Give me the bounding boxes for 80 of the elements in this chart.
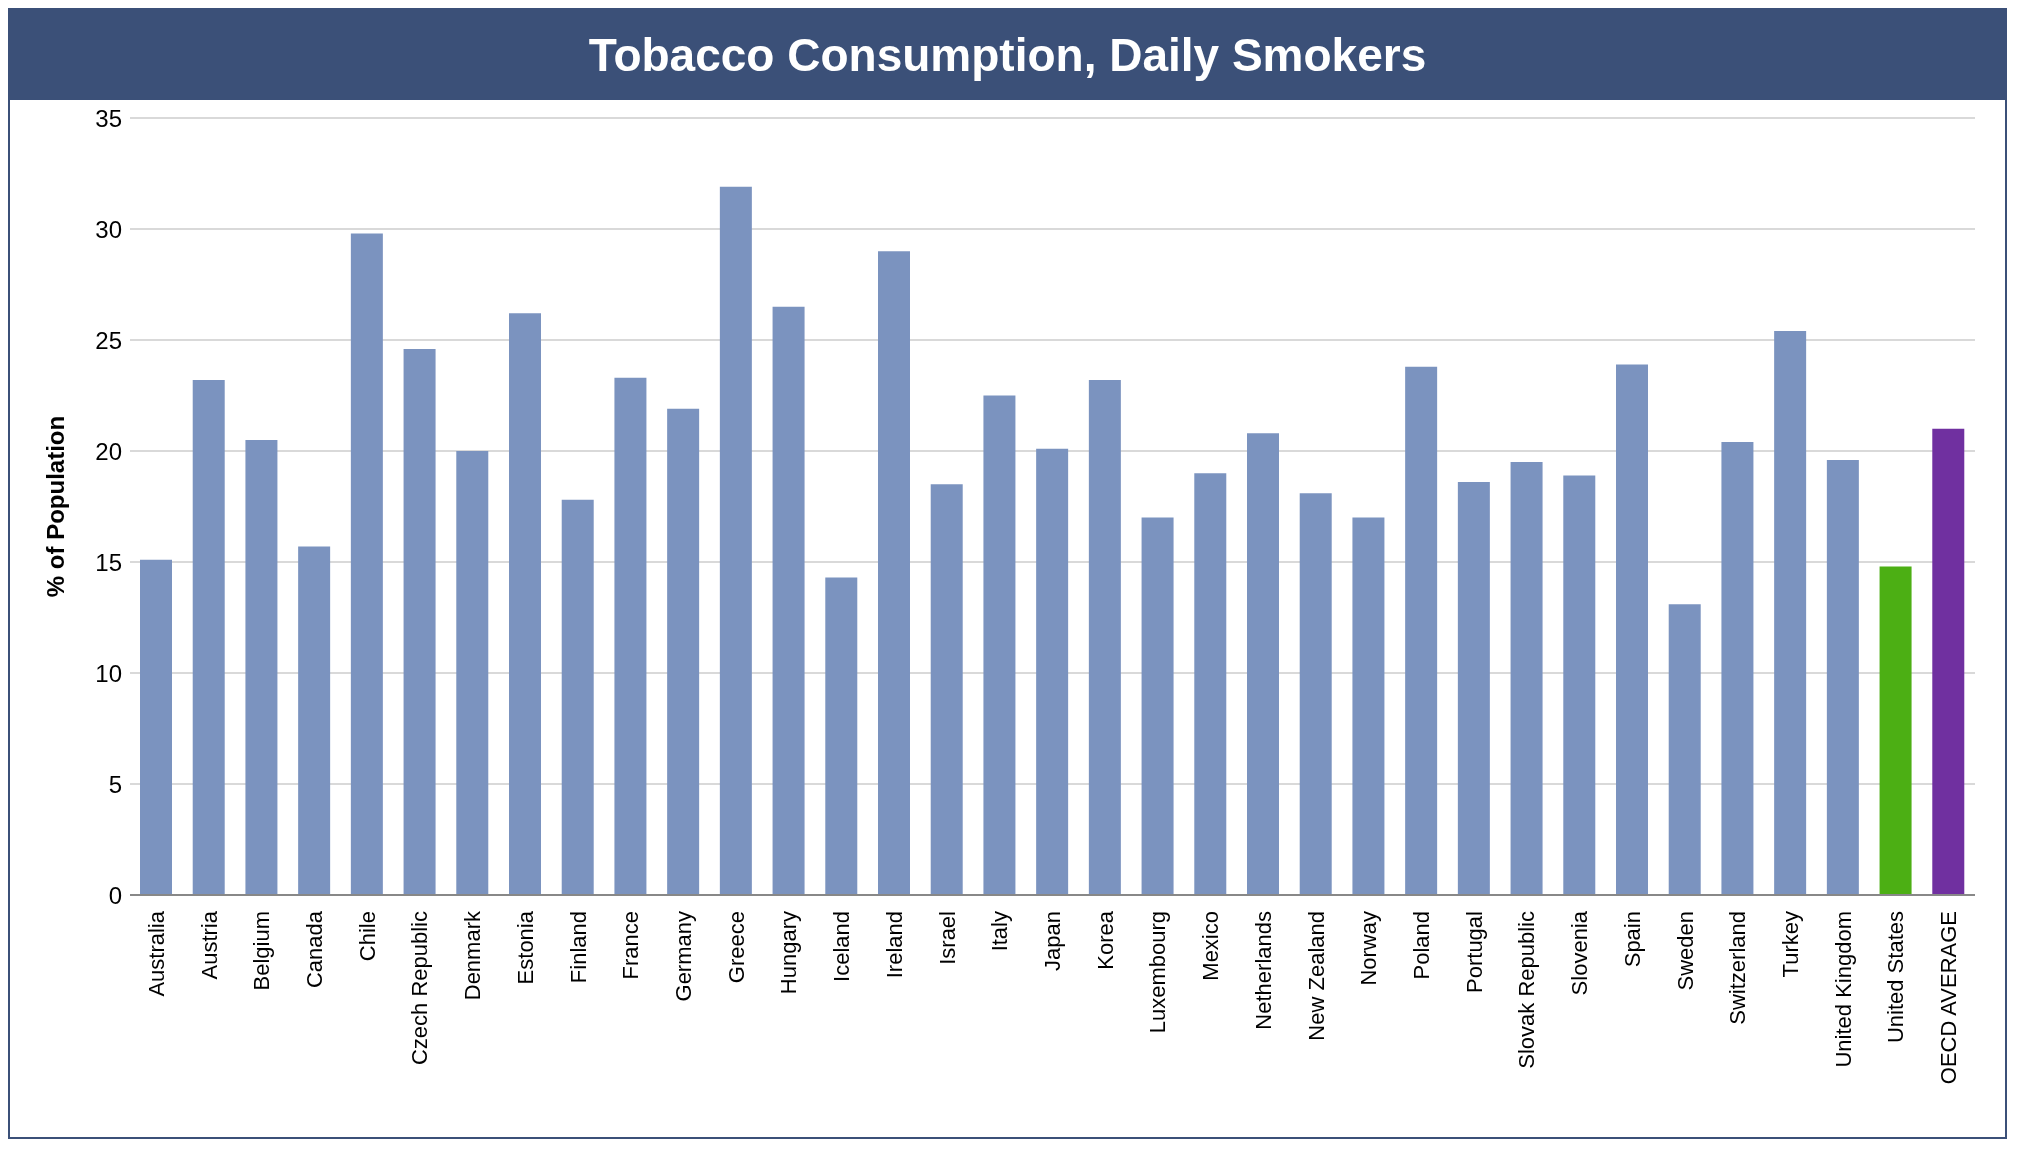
x-tick-label: Hungary (776, 911, 802, 995)
bar (825, 577, 858, 895)
bar (403, 348, 436, 895)
bar (772, 306, 805, 895)
bar (878, 251, 910, 895)
bar (667, 408, 700, 895)
y-tick-label: 0 (108, 881, 122, 909)
x-tick-label: Slovak Republic (1514, 911, 1540, 1069)
bar (930, 484, 963, 895)
bar (1826, 459, 1859, 895)
x-tick-label: Greece (723, 911, 749, 984)
chart-title: Tobacco Consumption, Daily Smokers (10, 10, 2005, 100)
x-tick-label: Portugal (1461, 911, 1487, 993)
bar (1879, 566, 1912, 895)
bar (1510, 462, 1543, 895)
x-tick-label: Canada (302, 910, 327, 989)
y-tick-label: 35 (95, 104, 122, 132)
x-tick-label: Israel (934, 911, 960, 965)
y-tick-label: 10 (95, 659, 122, 687)
bar (1247, 433, 1279, 895)
bar (350, 233, 383, 895)
bar (719, 186, 752, 895)
x-tick-label: Slovenia (1567, 910, 1593, 996)
bar (1563, 475, 1596, 895)
y-tick-label: 15 (95, 548, 122, 576)
x-tick-label: New Zealand (1303, 911, 1329, 1041)
x-tick-label: Mexico (1198, 911, 1224, 981)
x-tick-label: Turkey (1778, 911, 1803, 978)
x-tick-label: Norway (1356, 911, 1382, 986)
y-axis-title: % of Population (41, 415, 69, 598)
x-tick-label: Poland (1409, 911, 1434, 980)
x-tick-label: Ireland (881, 911, 907, 979)
bar (983, 395, 1016, 895)
bar (1774, 331, 1807, 895)
y-tick-label: 5 (108, 770, 122, 798)
y-tick-label: 20 (95, 437, 122, 465)
x-tick-label: United States (1883, 911, 1909, 1044)
y-tick-label: 30 (95, 215, 122, 243)
x-tick-label: Chile (354, 911, 380, 962)
bar (1194, 473, 1227, 895)
x-tick-label: Korea (1092, 910, 1118, 970)
bar (509, 313, 541, 895)
bar (1299, 493, 1332, 895)
bar (1616, 364, 1648, 895)
bar (1932, 428, 1965, 895)
bar (456, 451, 489, 895)
bar (1668, 604, 1701, 895)
y-tick-label: 25 (95, 326, 122, 354)
bar (1457, 482, 1490, 895)
bar (1352, 517, 1385, 895)
bar (561, 499, 594, 895)
bar (1088, 379, 1121, 895)
x-tick-label: Estonia (512, 910, 538, 985)
x-tick-label: Iceland (829, 911, 855, 982)
x-tick-label: Japan (1040, 911, 1065, 971)
bar (245, 439, 278, 895)
x-tick-label: Belgium (249, 911, 275, 991)
x-tick-label: Spain (1619, 911, 1645, 968)
x-tick-label: France (618, 911, 644, 980)
x-tick-label: Luxembourg (1145, 911, 1171, 1034)
x-tick-label: OECD AVERAGE (1936, 911, 1962, 1085)
x-tick-label: Sweden (1672, 911, 1698, 991)
x-tick-label: Australia (143, 910, 169, 997)
bar (1036, 448, 1069, 895)
x-tick-label: Italy (987, 911, 1013, 952)
bar (1405, 366, 1438, 895)
bar (614, 377, 647, 895)
x-tick-label: Denmark (460, 910, 486, 1001)
x-tick-label: Finland (565, 911, 591, 984)
bar (298, 546, 331, 895)
bar (140, 559, 172, 895)
x-tick-label: Switzerland (1725, 911, 1751, 1025)
x-tick-label: Czech Republic (407, 911, 433, 1066)
x-tick-label: United Kingdom (1830, 911, 1856, 1068)
x-tick-label: Austria (196, 910, 222, 980)
bar (192, 379, 225, 895)
bar (1141, 517, 1174, 895)
bar (1721, 442, 1754, 895)
x-tick-label: Germany (671, 911, 696, 1002)
x-tick-label: Netherlands (1250, 911, 1276, 1030)
